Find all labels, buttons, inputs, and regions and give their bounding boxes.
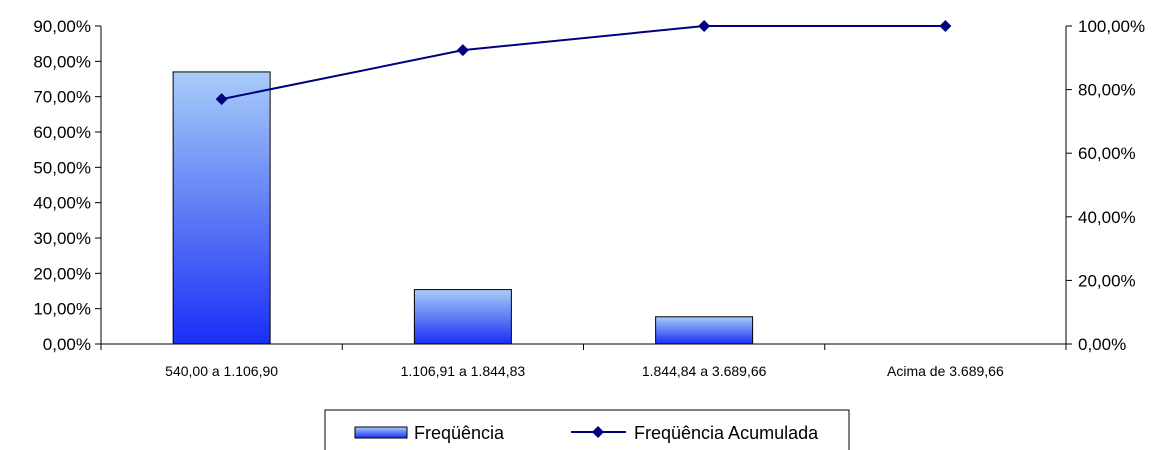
right-tick-label: 40,00% xyxy=(1078,208,1136,227)
bar xyxy=(413,289,512,345)
left-y-axis: 0,00% 10,00% 20,00% 30,00% 40,00% 50,00% 60,00… xyxy=(33,17,102,354)
legend: Freqüência Freqüência Acumulada xyxy=(324,409,850,450)
bar-series xyxy=(172,71,754,345)
right-tick-label: 60,00% xyxy=(1078,144,1136,163)
line-point-marker xyxy=(215,93,228,106)
left-tick-label: 80,00% xyxy=(33,52,91,71)
legend-line-marker xyxy=(592,426,604,438)
left-tick-label: 10,00% xyxy=(33,300,91,319)
left-tick-label: 60,00% xyxy=(33,123,91,142)
bar xyxy=(172,71,271,345)
left-tick-label: 0,00% xyxy=(43,335,91,354)
x-category-label: 1.844,84 a 3.689,66 xyxy=(642,363,767,379)
left-tick-label: 20,00% xyxy=(33,264,91,283)
right-tick-label: 80,00% xyxy=(1078,81,1136,100)
line-point-marker xyxy=(456,44,469,57)
cumulative-line xyxy=(221,25,946,101)
legend-box xyxy=(324,409,850,450)
left-tick-label: 50,00% xyxy=(33,158,91,177)
x-category-label: 540,00 a 1.106,90 xyxy=(165,363,278,379)
left-tick-label: 90,00% xyxy=(33,17,91,36)
x-category-label: Acima de 3.689,66 xyxy=(887,363,1004,379)
line-point-marker xyxy=(939,20,952,32)
right-y-axis: 0,00% 20,00% 40,00% 60,00% 80,00% 100,00% xyxy=(1065,17,1145,354)
left-tick-label: 70,00% xyxy=(33,88,91,107)
line-point-marker xyxy=(698,20,711,32)
right-tick-label: 20,00% xyxy=(1078,271,1136,290)
bar xyxy=(655,316,754,345)
right-tick-label: 0,00% xyxy=(1078,335,1126,354)
left-tick-label: 40,00% xyxy=(33,194,91,213)
right-tick-label: 100,00% xyxy=(1078,17,1145,36)
left-tick-label: 30,00% xyxy=(33,229,91,248)
x-axis: 540,00 a 1.106,90 1.106,91 a 1.844,83 1.84… xyxy=(100,343,1067,379)
legend-label-frequencia: Freqüência xyxy=(414,423,505,443)
legend-bar-swatch xyxy=(354,426,408,439)
x-category-label: 1.106,91 a 1.844,83 xyxy=(401,363,526,379)
legend-label-frequencia-acumulada: Freqüência Acumulada xyxy=(634,423,819,443)
cumulative-line-series xyxy=(215,20,952,106)
